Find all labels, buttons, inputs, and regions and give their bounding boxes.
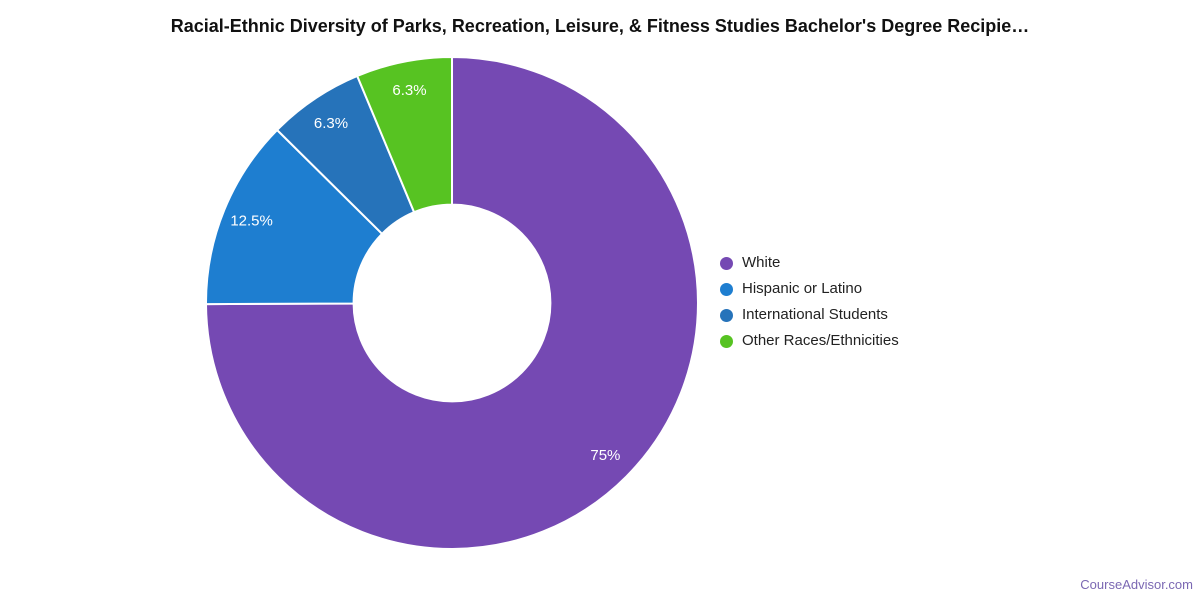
legend-item-label: International Students	[742, 306, 888, 323]
legend-color-dot	[720, 282, 733, 296]
legend-color-dot	[720, 308, 733, 322]
slice-label: 12.5%	[230, 213, 273, 230]
courseadvisor-link[interactable]: CourseAdvisor.com	[1080, 577, 1193, 592]
slice-label: 6.3%	[314, 115, 348, 132]
legend-item[interactable]: Hispanic or Latino	[720, 279, 899, 299]
legend-color-dot	[720, 334, 733, 348]
legend-item[interactable]: International Students	[720, 305, 899, 325]
legend-item[interactable]: White	[720, 253, 899, 273]
pie-slice-other-races-ethnicities[interactable]	[356, 56, 453, 214]
legend: White Hispanic or Latino International Stu…	[720, 253, 899, 357]
legend-item-label: Hispanic or Latino	[742, 280, 863, 297]
legend-item-label: White	[742, 254, 781, 271]
pie-slice-white[interactable]	[205, 56, 699, 550]
legend-color-dot	[720, 256, 733, 270]
slice-label: 6.3%	[392, 82, 426, 99]
slice-label: 75%	[590, 447, 620, 464]
pie-slice-hispanic-or-latino[interactable]	[204, 129, 384, 306]
chart-title: Racial-Ethnic Diversity of Parks, Recrea…	[170, 16, 1030, 36]
legend-item[interactable]: Other Races/Ethnicities	[720, 331, 899, 351]
legend-item-label: Other Races/Ethnicities	[742, 332, 899, 349]
